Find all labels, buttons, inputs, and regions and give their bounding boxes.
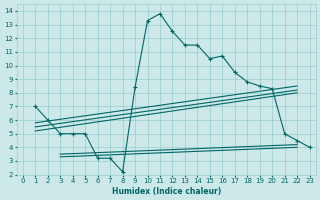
X-axis label: Humidex (Indice chaleur): Humidex (Indice chaleur) (112, 187, 221, 196)
